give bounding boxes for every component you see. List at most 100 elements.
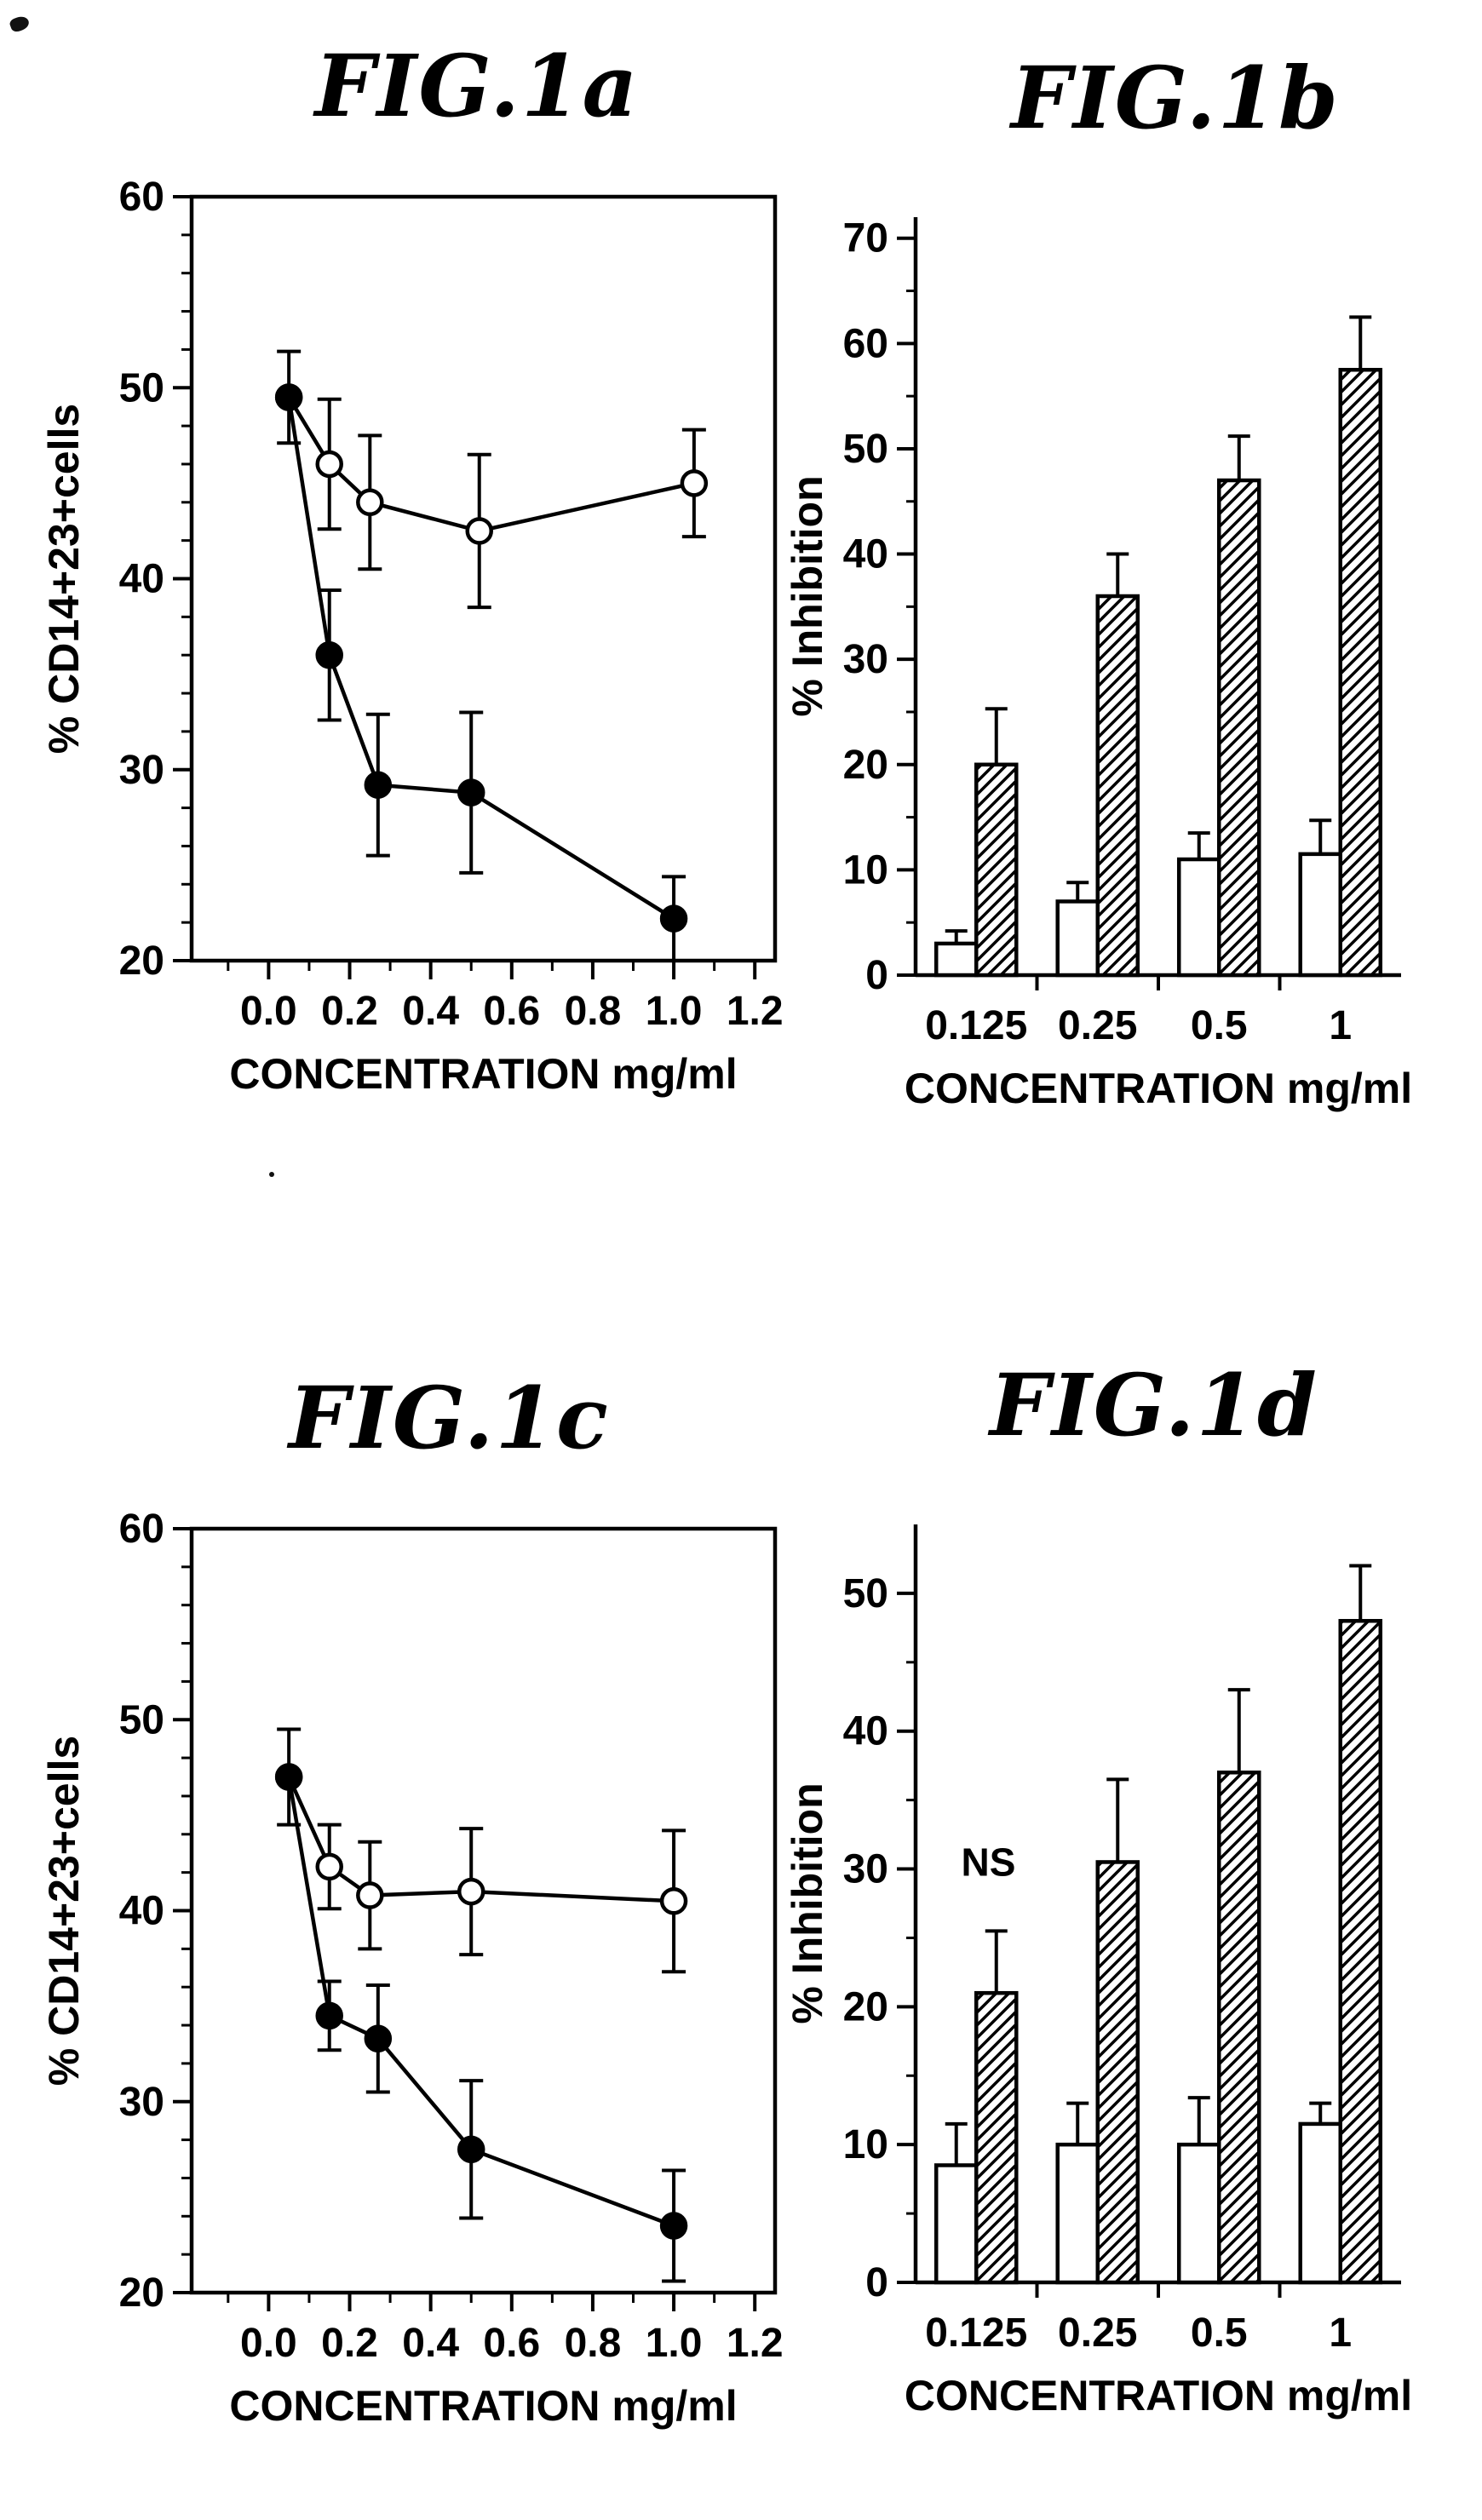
open-bar (1176, 2142, 1221, 2285)
x-tick-label: 0.4 (402, 989, 459, 1034)
open-circle-marker (457, 1877, 485, 1906)
series-filled-circles (274, 349, 688, 962)
category-label: 0.125 (925, 2310, 1027, 2356)
series-open-circles (274, 1763, 688, 1974)
plot-box (189, 194, 778, 963)
hatched-bar (974, 1990, 1019, 2285)
open-circle-marker (465, 517, 493, 545)
filled-circle-marker (659, 904, 688, 933)
y-tick-label: 10 (843, 847, 888, 893)
x-tick-label: 1.0 (646, 2321, 703, 2366)
x-axis-label: CONCENTRATION mg/ml (905, 2372, 1412, 2420)
figure-1b: FIG.1b 0 10 20 30 40 50 60 70 0.125 0.25 0.5 1 CONCE… (784, 43, 1448, 1133)
open-circle-marker (356, 488, 384, 517)
figure-1a: FIG.1a 20 30 40 50 60 0.0 0.2 0.4 0.6 0.8 1.0 1.2 CO… (34, 31, 818, 1121)
fig1d-bar-chart: 0 10 20 30 40 50 0.125 0.25 0.5 1 CONCENTRATION mg… (784, 1524, 1412, 2420)
x-tick-label: 0.8 (565, 989, 622, 1034)
x-tick-label: 0.6 (483, 2321, 540, 2366)
series-open-circles (274, 383, 709, 610)
axes: 20 30 40 50 60 0.0 0.2 0.4 0.6 0.8 1.0 1.2 (119, 175, 784, 1034)
category-label: 0.125 (925, 1003, 1027, 1048)
y-tick-label: 50 (119, 1697, 164, 1742)
open-circle-marker (356, 1881, 384, 1909)
x-axis-label: CONCENTRATION mg/ml (229, 2382, 737, 2430)
x-tick-label: 0.0 (240, 2321, 297, 2366)
x-axis-label: CONCENTRATION mg/ml (229, 1050, 737, 1098)
filled-circle-marker (315, 640, 343, 669)
y-tick-label: 30 (119, 748, 164, 793)
y-tick-label: 10 (843, 2122, 888, 2167)
y-tick-label: 70 (843, 216, 888, 261)
series-open-bars (933, 2096, 1342, 2285)
open-bar (1055, 2142, 1100, 2285)
fig1c-title: FIG.1c (289, 1368, 610, 1468)
y-tick-label: 50 (843, 427, 888, 472)
open-circle-marker (315, 450, 343, 479)
annotation-ns: NS (962, 1840, 1016, 1885)
y-tick-label: 0 (865, 2260, 888, 2305)
hatched-bar (1217, 478, 1261, 978)
y-tick-label: 60 (843, 321, 888, 366)
y-tick-label: 20 (119, 939, 164, 984)
hatched-bar (1095, 594, 1140, 978)
y-tick-label: 40 (119, 1889, 164, 1934)
plot-box (189, 1526, 778, 2295)
x-tick-label: 1.2 (727, 2321, 784, 2366)
x-tick-label: 1.2 (727, 989, 784, 1034)
fig1a-line-chart: 20 30 40 50 60 0.0 0.2 0.4 0.6 0.8 1.0 1.2 CONCENTRA… (40, 175, 784, 1098)
y-tick-label: 20 (843, 743, 888, 788)
series-line (286, 397, 675, 921)
filled-circle-marker (315, 2001, 343, 2030)
scan-artifact (269, 1172, 274, 1177)
fig1d-title: FIG.1d (990, 1355, 1318, 1455)
axes: 0 10 20 30 40 50 60 70 0.125 0.25 0.5 1 (843, 216, 1401, 1048)
filled-circle-marker (364, 771, 393, 799)
series-hatched-bars (974, 315, 1383, 978)
figure-1d: FIG.1d 0 10 20 30 40 50 0.125 0.25 0.5 1 CONCENTRA… (784, 1350, 1448, 2440)
category-label: 0.5 (1191, 1003, 1248, 1048)
open-circle-marker (315, 1852, 343, 1881)
open-circle-marker (659, 1887, 688, 1915)
y-tick-label: 30 (119, 2080, 164, 2125)
fig1b-title: FIG.1b (1011, 48, 1340, 148)
y-tick-label: 40 (843, 532, 888, 577)
x-axis-label: CONCENTRATION mg/ml (905, 1065, 1412, 1112)
y-tick-label: 20 (843, 1984, 888, 2029)
open-bar (1298, 852, 1342, 978)
open-bar (933, 941, 979, 978)
scan-artifact (8, 14, 32, 34)
y-axis-label: % Inhibition (784, 475, 831, 716)
x-tick-label: 0.8 (565, 2321, 622, 2366)
filled-circle-marker (274, 383, 303, 411)
open-bar (1298, 2121, 1342, 2285)
open-bar (1055, 899, 1100, 978)
hatched-bar (974, 762, 1019, 978)
fig1a-title: FIG.1a (314, 36, 640, 136)
y-tick-label: 30 (843, 1847, 888, 1892)
open-bar (1176, 857, 1221, 978)
x-tick-label: 0.2 (321, 2321, 378, 2366)
x-tick-label: 0.6 (483, 989, 540, 1034)
x-tick-label: 0.2 (321, 989, 378, 1034)
open-bar (933, 2163, 979, 2285)
y-axis-label: % CD14+23+cells (40, 404, 88, 754)
y-tick-label: 30 (843, 637, 888, 682)
hatched-bar (1217, 1771, 1261, 2285)
filled-circle-marker (457, 778, 485, 807)
x-tick-label: 1.0 (646, 989, 703, 1034)
category-label: 0.25 (1058, 2310, 1137, 2356)
y-tick-label: 60 (119, 175, 164, 220)
y-axis-label: % Inhibition (784, 1782, 831, 2023)
y-tick-label: 50 (843, 1571, 888, 1616)
axes: 0 10 20 30 40 50 0.125 0.25 0.5 1 (843, 1524, 1401, 2356)
category-label: 1 (1329, 2310, 1352, 2356)
y-axis-label: % CD14+23+cells (40, 1736, 88, 2086)
hatched-bar (1338, 1619, 1383, 2285)
y-tick-label: 0 (865, 953, 888, 998)
category-label: 0.25 (1058, 1003, 1137, 1048)
y-tick-label: 50 (119, 365, 164, 410)
category-label: 1 (1329, 1003, 1352, 1048)
series-filled-circles (274, 1727, 688, 2283)
filled-circle-marker (659, 2212, 688, 2240)
